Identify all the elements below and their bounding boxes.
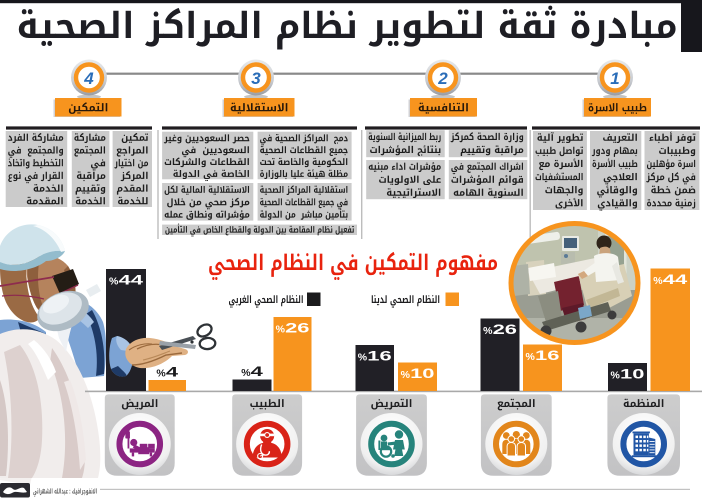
svg-text:%: %	[526, 351, 536, 363]
svg-text:%: %	[483, 325, 493, 337]
svg-text:%: %	[156, 368, 166, 380]
svg-text:%: %	[611, 370, 621, 382]
svg-text:%: %	[358, 352, 368, 364]
svg-text:%: %	[401, 369, 411, 381]
svg-text:16: 16	[535, 347, 560, 363]
svg-text:10: 10	[620, 366, 645, 382]
svg-text:4: 4	[83, 69, 94, 88]
svg-text:26: 26	[285, 320, 310, 336]
svg-text:3: 3	[251, 69, 261, 88]
svg-text:4: 4	[166, 364, 179, 380]
svg-text:44: 44	[119, 272, 144, 288]
svg-text:4: 4	[251, 363, 264, 379]
svg-text:%: %	[276, 324, 286, 336]
svg-text:%: %	[241, 367, 251, 379]
svg-text:%: %	[109, 276, 119, 288]
svg-text:44: 44	[663, 271, 688, 287]
svg-text:1: 1	[610, 69, 619, 88]
svg-text:16: 16	[367, 348, 392, 364]
svg-text:10: 10	[410, 365, 435, 381]
svg-text:26: 26	[493, 321, 518, 337]
svg-text:2: 2	[437, 69, 448, 88]
svg-text:%: %	[653, 275, 663, 287]
